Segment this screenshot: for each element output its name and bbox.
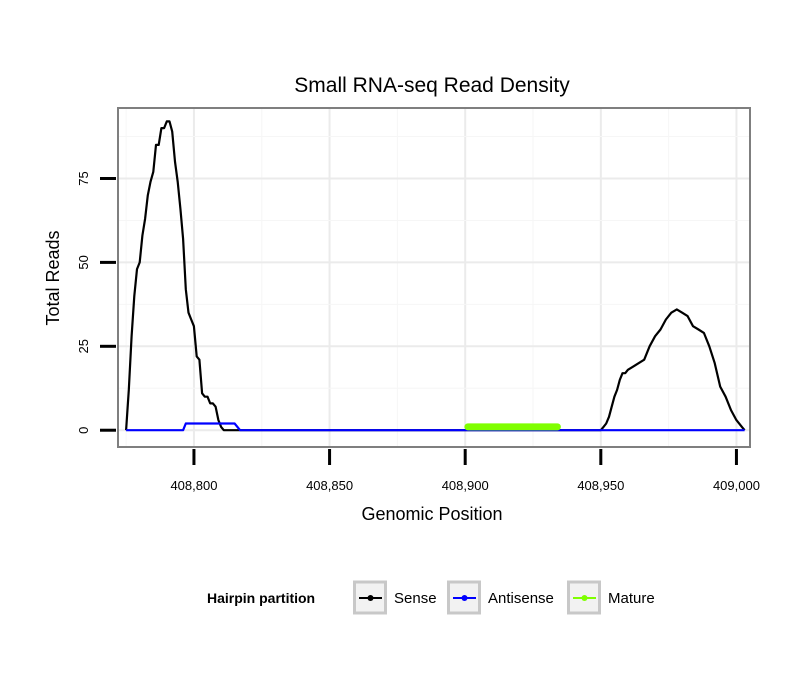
legend-key-point	[367, 595, 374, 601]
legend-label-antisense: Antisense	[488, 590, 554, 607]
series-line-sense	[125, 120, 746, 432]
x-tick-label: 408,800	[170, 478, 217, 493]
chart-title: Small RNA-seq Read Density	[294, 74, 570, 97]
x-axis-label: Genomic Position	[361, 504, 502, 524]
x-tick-label: 408,900	[442, 478, 489, 493]
y-tick-label: 25	[76, 339, 91, 353]
x-tick-label: 409,000	[713, 478, 760, 493]
legend-title: Hairpin partition	[207, 590, 315, 606]
y-tick-label: 75	[76, 171, 91, 185]
axes: 408,800 408,850 408,900 408,950 409,000 0 25 50…	[76, 171, 760, 493]
plot-border	[117, 107, 751, 448]
legend-key-point	[461, 595, 468, 601]
x-tick-label: 408,950	[577, 478, 624, 493]
y-tick-label: 0	[76, 427, 91, 434]
y-axis-label: Total Reads	[43, 230, 63, 325]
plot-area	[117, 107, 751, 448]
legend-item-sense: Sense	[353, 580, 437, 615]
legend-item-antisense: Antisense	[447, 580, 554, 615]
legend: Hairpin partition Sense Antisense Mature	[207, 580, 655, 615]
legend-label-sense: Sense	[394, 590, 437, 607]
plot-panel	[118, 108, 750, 447]
series-line-antisense	[126, 422, 745, 432]
legend-item-mature: Mature	[567, 580, 655, 615]
y-tick-label: 50	[76, 255, 91, 269]
legend-label-mature: Mature	[608, 590, 655, 607]
x-tick-label: 408,850	[306, 478, 353, 493]
legend-key-point	[581, 595, 588, 601]
